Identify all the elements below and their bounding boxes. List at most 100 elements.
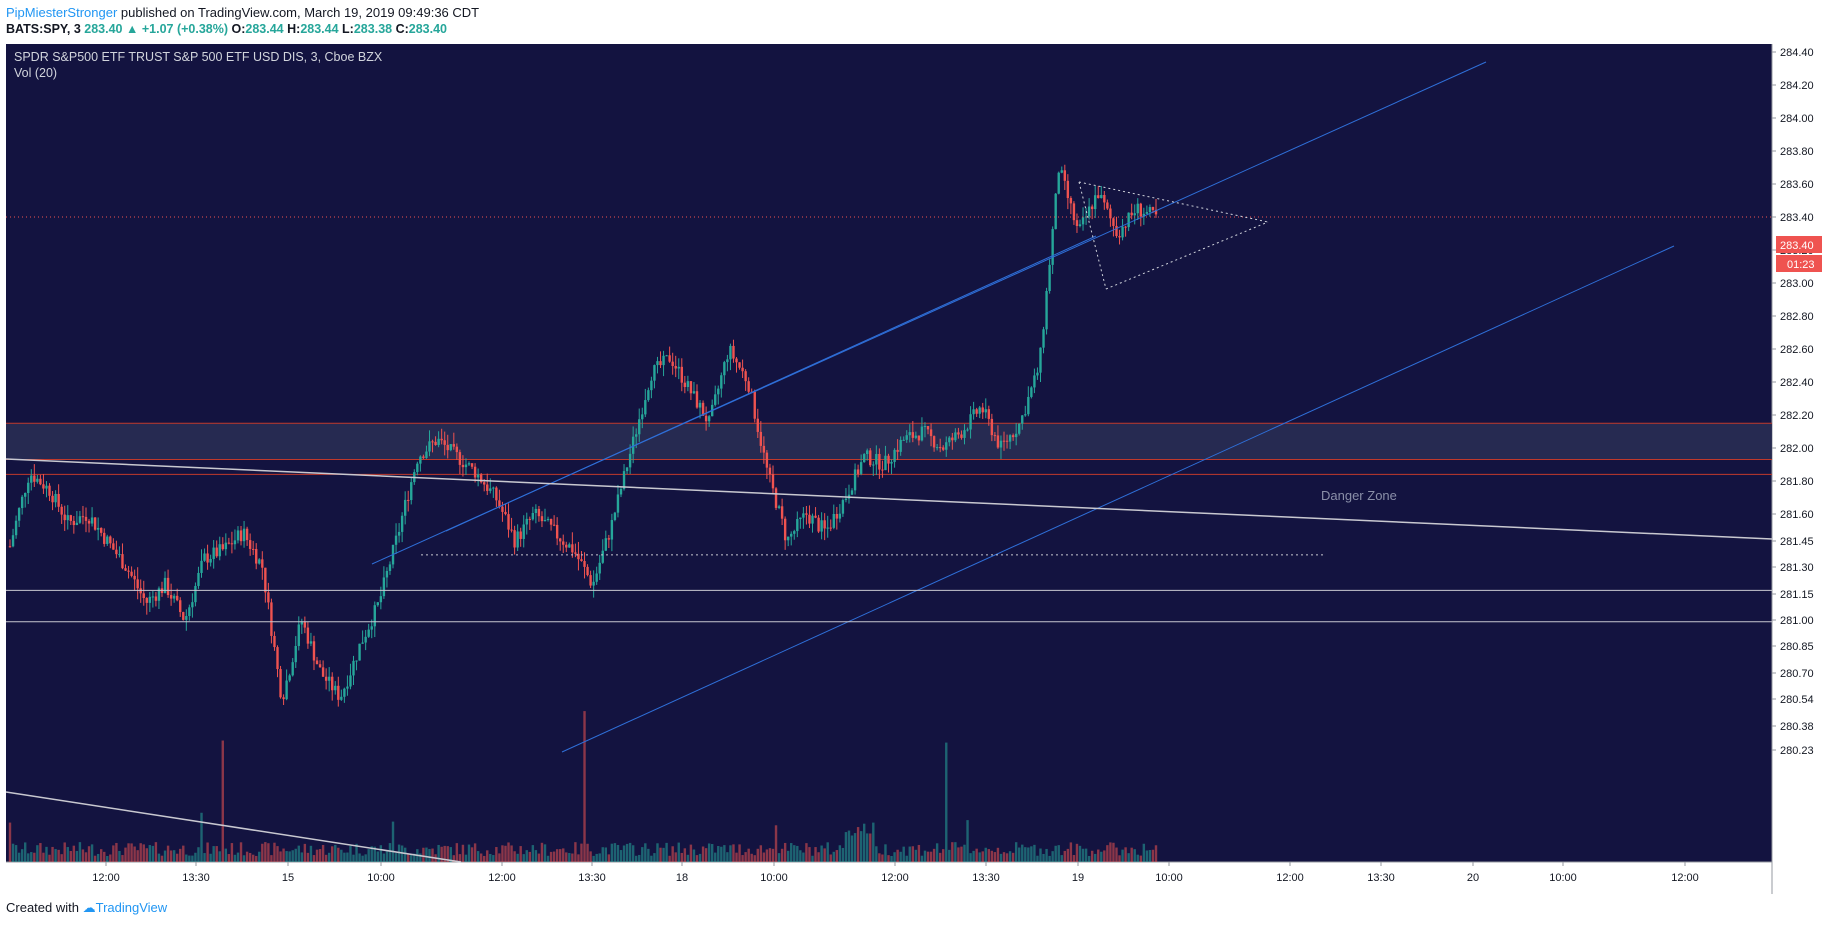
volume-bar <box>160 855 164 862</box>
volume-bar <box>72 845 76 862</box>
candle-body <box>11 535 15 547</box>
price-chart[interactable]: 284.40 284.20 284.00 283.80 283.60 283.40 283.… <box>6 44 1822 894</box>
candle-body <box>668 355 671 362</box>
candle-body <box>1103 194 1106 203</box>
time-tick-label: 13:30 <box>1367 872 1395 884</box>
volume-bar <box>1051 851 1054 862</box>
volume-bar <box>115 842 118 862</box>
candle-body <box>580 559 583 562</box>
volume-bar <box>701 846 705 862</box>
candle-body <box>686 381 690 388</box>
volume-bar <box>495 847 498 862</box>
volume-bar <box>413 853 416 862</box>
candle-body <box>90 517 94 524</box>
candle-body <box>1060 170 1063 173</box>
volume-bar <box>185 854 188 862</box>
volume-bar <box>51 846 54 862</box>
volume-bar <box>464 854 468 862</box>
volume-bar <box>1039 848 1042 862</box>
volume-bar <box>884 844 887 862</box>
volume-bar <box>850 835 854 862</box>
volume-bar <box>87 846 91 862</box>
candle-body <box>604 538 607 551</box>
candle-body <box>689 381 693 394</box>
candle-body <box>334 685 337 691</box>
volume-bar <box>1021 844 1024 862</box>
price-tick-label: 284.20 <box>1780 80 1814 92</box>
candle-body <box>835 513 839 519</box>
candle-body <box>349 675 352 687</box>
candle-body <box>461 464 465 468</box>
candle-body <box>935 447 939 449</box>
close-label: C: <box>395 22 409 36</box>
volume-bar <box>1133 849 1136 862</box>
candle-body <box>370 626 373 630</box>
countdown-tag <box>1776 255 1822 272</box>
candle-body <box>850 490 854 495</box>
volume-bar <box>796 845 799 862</box>
candle-body <box>303 621 307 628</box>
candle-body <box>972 409 975 415</box>
candle-body <box>683 382 687 388</box>
volume-bar <box>601 847 604 862</box>
candle-body <box>227 542 231 544</box>
candle-body <box>641 414 644 420</box>
volume-bar <box>872 822 875 862</box>
candle-body <box>1139 203 1143 217</box>
volume-bar <box>1136 854 1139 862</box>
candle-body <box>951 437 954 441</box>
volume-bar <box>81 849 85 862</box>
volume-bar <box>522 854 525 862</box>
volume-bar <box>343 852 346 862</box>
candle-body <box>562 541 565 545</box>
volume-bar <box>513 851 516 862</box>
volume-bar <box>245 851 249 862</box>
volume-bar <box>771 848 775 862</box>
volume-bar <box>650 855 653 862</box>
volume-bar <box>483 855 486 862</box>
candle-body <box>258 559 261 564</box>
volume-bar <box>920 855 924 862</box>
candle-body <box>75 522 79 526</box>
volume-bar <box>592 855 595 862</box>
candle-body <box>519 531 522 539</box>
volume-bar <box>835 850 839 862</box>
volume-bar <box>169 850 173 862</box>
candle-body <box>1087 206 1091 217</box>
candle-body <box>200 560 203 573</box>
volume-bar <box>583 711 586 862</box>
volume-bar <box>507 842 510 862</box>
author-link[interactable]: PipMiesterStronger <box>6 5 118 20</box>
volume-bar <box>1027 847 1030 862</box>
volume-bar <box>528 851 532 862</box>
volume-bar <box>972 850 975 862</box>
candle-body <box>127 570 130 572</box>
volume-bar <box>1078 845 1082 862</box>
volume-bar <box>106 855 109 862</box>
volume-bar <box>255 855 258 862</box>
candle-body <box>984 409 987 413</box>
volume-bar <box>1018 847 1021 862</box>
tradingview-link[interactable]: TradingView <box>95 900 168 915</box>
candle-body <box>449 444 452 451</box>
volume-bar <box>327 852 331 862</box>
volume-bar <box>1084 848 1088 862</box>
volume-bar <box>610 843 614 862</box>
volume-bar <box>473 843 477 862</box>
candle-body <box>172 595 176 599</box>
volume-bar <box>157 853 161 862</box>
volume-bar <box>695 855 699 862</box>
candle-body <box>777 506 781 508</box>
volume-bar <box>1057 845 1060 862</box>
volume-bar <box>793 845 796 862</box>
volume-bar <box>859 831 863 862</box>
time-tick-label: 15 <box>282 872 294 884</box>
candle-body <box>963 430 966 438</box>
volume-bar <box>428 848 431 862</box>
volume-bar <box>103 851 106 862</box>
candle-body <box>276 647 279 670</box>
time-tick-label: 18 <box>676 872 688 884</box>
volume-bar <box>914 849 918 862</box>
time-tick-label: 10:00 <box>1155 872 1183 884</box>
volume-bar <box>595 853 598 862</box>
